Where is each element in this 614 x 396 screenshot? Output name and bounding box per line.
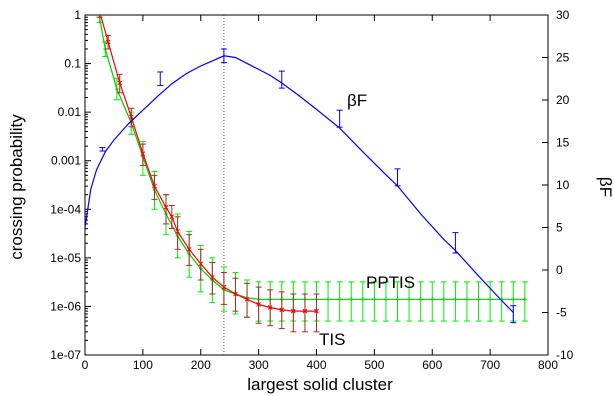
tis-point [221,284,227,290]
pptis-point [522,297,527,302]
tis-point [169,214,175,220]
y-left-tick-label: 1 [74,8,81,22]
label-betaF: βF [347,91,367,110]
pptis-point [383,297,388,302]
pptis-point [337,297,342,302]
y-right-tick-label: 25 [556,51,570,65]
tis-point [128,114,134,120]
y-left-tick-label: 0.01 [58,105,82,119]
pptis-point [511,297,516,302]
y-left-tick-label: 1e-06 [50,299,81,313]
pptis-point [395,297,400,302]
betaF-line [85,55,514,313]
x-tick-label: 800 [538,358,558,372]
label-tis: TIS [319,330,345,349]
x-tick-label: 200 [191,358,211,372]
pptis-point [360,297,365,302]
tis-point [290,308,296,314]
y-right-tick-label: 30 [556,8,570,22]
x-tick-label: 100 [133,358,153,372]
pptis-point [476,297,481,302]
x-tick-label: 600 [422,358,442,372]
y-left-tick-label: 0.1 [64,57,81,71]
y-left-tick-label: 0.001 [51,154,81,168]
y-left-tick-label: 1e-04 [50,202,81,216]
pptis-point [464,297,469,302]
y-left-tick-label: 1e-07 [50,348,81,362]
tis-point [152,183,157,189]
tis-point [314,308,319,314]
tis-point [105,39,111,45]
tis-point [244,296,250,302]
tis-line [99,15,317,312]
x-tick-label: 400 [306,358,326,372]
pptis-point [441,297,446,302]
y-right-tick-label: -5 [556,306,567,320]
tis-point [97,9,101,13]
axis-text: largest solid cluster crossing probabili… [7,8,614,394]
y-left-tick-label: 1e-05 [50,251,81,265]
y-right-tick-label: 20 [556,93,570,107]
pptis-point [418,297,423,302]
tis-point [117,80,123,86]
x-axis-title: largest solid cluster [247,375,393,394]
pptis-point [407,297,412,302]
tis-point [267,305,273,310]
x-tick-label: 300 [249,358,269,372]
tis-point [175,229,180,234]
y-left-axis-title: crossing probability [7,114,26,260]
x-tick-label: 700 [480,358,500,372]
pptis-point [488,297,493,302]
x-tick-label: 500 [364,358,384,372]
tis-point [140,151,146,156]
tis-point [302,308,308,314]
y-right-tick-label: 10 [556,178,570,192]
pptis-point [453,297,458,302]
label-pptis: PPTIS [366,273,415,292]
tis-point [256,302,261,307]
data-layer [85,9,528,355]
y-right-tick-label: 0 [556,263,563,277]
y-right-tick-label: 15 [556,136,570,150]
pptis-point [430,297,435,302]
tis-point [209,274,215,280]
pptis-point [326,297,331,302]
x-tick-label: 0 [82,358,89,372]
tis-point [279,307,285,313]
pptis-point [349,297,354,302]
tis-point [233,291,238,297]
y-right-axis-title: βF [596,177,614,197]
plot-area [84,9,549,356]
pptis-point [114,86,119,91]
tis-point [198,261,204,267]
tis-point [186,246,192,252]
y-right-tick-label: 5 [556,221,563,235]
tis-point [163,204,169,210]
y-right-tick-label: -10 [556,348,574,362]
pptis-point [372,297,377,302]
